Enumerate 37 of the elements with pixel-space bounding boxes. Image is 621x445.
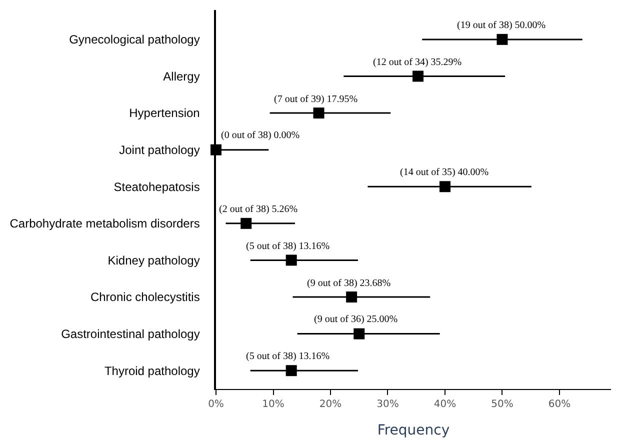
y-tick-label: Carbohydrate metabolism disorders — [10, 216, 200, 231]
x-axis-title: Frequency — [377, 422, 450, 438]
point — [354, 328, 365, 340]
y-tick-label: Joint pathology — [119, 143, 200, 158]
data-label: (14 out of 35) 40.00% — [400, 167, 489, 178]
y-tick-label: Hypertension — [129, 106, 200, 120]
data-label: (12 out of 34) 35.29% — [373, 57, 462, 68]
data-label: (7 out of 39) 17.95% — [274, 94, 358, 105]
x-tick-label: 40% — [434, 399, 456, 410]
point — [313, 108, 324, 119]
x-tick-label: 50% — [491, 399, 514, 410]
point — [496, 34, 508, 45]
y-tick-label: Kidney pathology — [108, 253, 200, 268]
data-label: (19 out of 38) 50.00% — [457, 20, 546, 31]
point — [346, 292, 358, 303]
point — [286, 254, 297, 266]
x-tick-label: 0% — [208, 399, 224, 410]
data-label: (5 out of 38) 13.16% — [246, 241, 330, 252]
data-label: (9 out of 38) 23.68% — [307, 278, 391, 289]
x-tick-label: 10% — [262, 399, 284, 410]
y-tick-label: Allergy — [163, 69, 200, 84]
y-tick-label: Chronic cholecystitis — [90, 290, 200, 304]
data-label: (5 out of 38) 13.16% — [246, 351, 330, 362]
x-tick-label: 30% — [376, 399, 399, 410]
point — [412, 70, 424, 82]
point — [286, 365, 297, 376]
y-tick-label: Gynecological pathology — [69, 32, 200, 47]
y-tick-label: Thyroid pathology — [104, 364, 200, 378]
data-label: (9 out of 36) 25.00% — [314, 314, 398, 325]
data-label: (0 out of 38) 0.00% — [221, 130, 300, 141]
y-tick-label: Steatohepatosis — [114, 180, 200, 194]
x-tick-label: 20% — [319, 399, 342, 410]
y-tick-label: Gastrointestinal pathology — [61, 327, 200, 342]
x-tick-label: 60% — [548, 399, 571, 410]
point — [439, 181, 450, 192]
data-label: (2 out of 38) 5.26% — [219, 204, 298, 215]
point — [240, 218, 252, 229]
